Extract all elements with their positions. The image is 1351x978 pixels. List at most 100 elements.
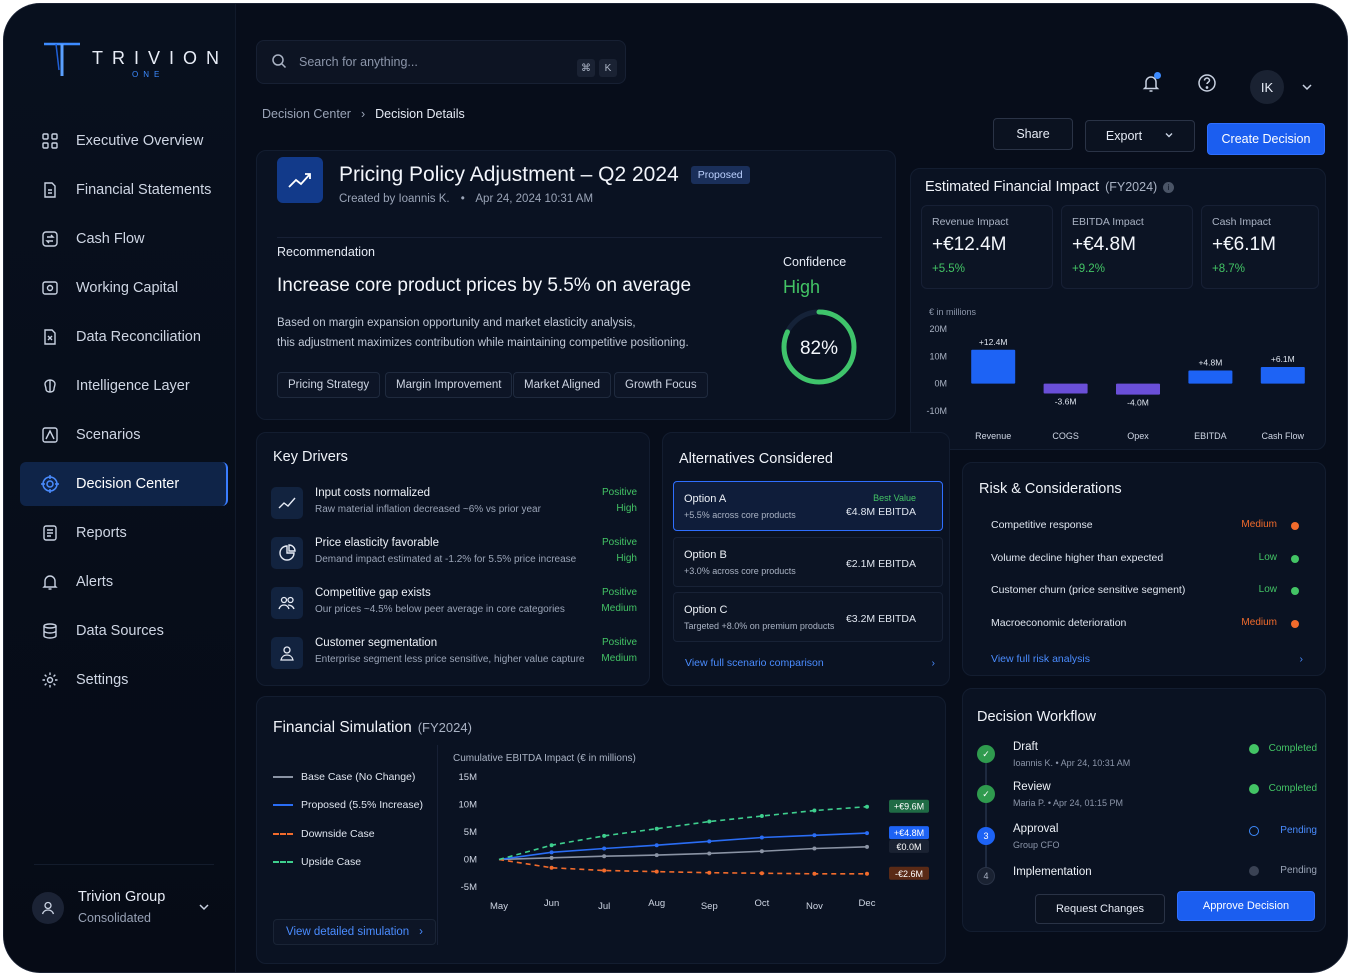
breadcrumb: Decision Center › Decision Details — [262, 107, 465, 121]
series-point — [602, 854, 607, 859]
kpi-change: +8.7% — [1212, 263, 1245, 275]
tag-market-aligned[interactable]: Market Aligned — [513, 372, 612, 398]
document-icon — [40, 180, 60, 200]
risk-label: Customer churn (price sensitive segment) — [991, 584, 1186, 596]
status-check-icon — [1249, 784, 1259, 794]
scenario-comparison-link[interactable]: View full scenario comparison › — [685, 657, 935, 669]
notifications-icon[interactable] — [1138, 70, 1164, 96]
driver-impact: Positive — [601, 537, 637, 548]
breadcrumb-parent[interactable]: Decision Center — [262, 107, 351, 121]
detailed-simulation-link[interactable]: View detailed simulation › — [273, 919, 437, 945]
y-tick-label: -5M — [461, 882, 477, 893]
alternative-option-b[interactable]: Option B +3.0% across core products €2.1… — [673, 537, 943, 587]
series-point — [865, 844, 869, 849]
sidebar-item-intelligence-layer[interactable]: Intelligence Layer — [20, 364, 228, 408]
tag-pricing-strategy[interactable]: Pricing Strategy — [277, 372, 381, 398]
y-tick-label: 15M — [459, 772, 478, 783]
sidebar-item-data-sources[interactable]: Data Sources — [20, 609, 228, 653]
org-sub: Consolidated — [78, 911, 151, 925]
y-tick-label: 20M — [929, 324, 947, 334]
series-point — [812, 833, 817, 838]
user-avatar[interactable]: IK — [1250, 70, 1284, 104]
approve-decision-button[interactable]: Approve Decision — [1177, 891, 1315, 921]
option-desc: Targeted +8.0% on premium products — [684, 621, 835, 631]
brain-icon — [40, 376, 60, 396]
step-number: 3 — [977, 827, 995, 845]
kpi-change: +5.5% — [932, 263, 965, 275]
tag-margin-improvement[interactable]: Margin Improvement — [385, 372, 513, 398]
risk-analysis-link[interactable]: View full risk analysis › — [991, 653, 1303, 665]
series-end-label: +€4.8M — [894, 828, 924, 838]
sidebar-item-data-reconciliation[interactable]: Data Reconciliation — [20, 315, 228, 359]
x-tick-label: May — [490, 901, 508, 912]
kpi-change: +9.2% — [1072, 263, 1105, 275]
series-point — [865, 831, 869, 836]
export-label: Export — [1105, 129, 1143, 143]
legend-swatch — [273, 833, 293, 835]
driver-desc: Raw material inflation decreased ~6% vs … — [315, 504, 541, 515]
kpi-label: Cash Impact — [1212, 216, 1271, 228]
export-button[interactable]: Export — [1085, 120, 1195, 152]
search-icon — [271, 53, 287, 74]
alternatives-title: Alternatives Considered — [679, 451, 833, 467]
workflow-step-implementation: 4 Implementation Pending — [977, 863, 1317, 903]
sidebar-item-scenarios[interactable]: Scenarios — [20, 413, 228, 457]
simulation-line-chart: 15M 10M 5M 0M -5M May Jun Jul Aug Sep Oct Nov Dec €0.… — [459, 772, 929, 912]
help-icon[interactable] — [1194, 70, 1220, 96]
search-input[interactable]: Search for anything... — [299, 55, 418, 69]
kpi-revenue: Revenue Impact +€12.4M +5.5% — [921, 205, 1053, 289]
risks-title: Risk & Considerations — [979, 481, 1122, 497]
series-point — [602, 846, 607, 851]
chevron-down-icon — [198, 900, 210, 918]
brand-logo[interactable]: TRIVION ONE — [42, 40, 219, 84]
series-point — [707, 870, 712, 875]
option-desc: +3.0% across core products — [684, 566, 796, 576]
sidebar: TRIVION ONE Executive Overview Financial… — [4, 4, 236, 972]
recommendation-label: Recommendation — [277, 245, 375, 259]
tag-growth-focus[interactable]: Growth Focus — [614, 372, 708, 398]
series-point — [865, 804, 869, 809]
sidebar-item-alerts[interactable]: Alerts — [20, 560, 228, 604]
series-point — [549, 843, 554, 848]
risk-row: Volume decline higher than expected Low — [987, 550, 1305, 570]
driver-level: High — [616, 553, 637, 564]
risk-dot — [1291, 620, 1299, 628]
option-value: €3.2M EBITDA — [845, 613, 916, 625]
org-switcher[interactable]: Trivion Group Consolidated — [32, 884, 222, 930]
alternative-option-c[interactable]: Option C Targeted +8.0% on premium produ… — [673, 592, 943, 642]
driver-desc: Enterprise segment less price sensitive,… — [315, 654, 585, 665]
sidebar-item-settings[interactable]: Settings — [20, 658, 228, 702]
x-tick-label: Aug — [648, 898, 665, 909]
driver-title: Input costs normalized — [315, 487, 431, 499]
sidebar-divider — [34, 864, 214, 865]
sidebar-item-decision-center[interactable]: Decision Center — [20, 462, 228, 506]
sidebar-item-executive-overview[interactable]: Executive Overview — [20, 119, 228, 163]
pie-icon — [271, 537, 303, 569]
user-icon — [271, 637, 303, 669]
chevron-right-icon: › — [931, 657, 936, 669]
sidebar-item-working-capital[interactable]: Working Capital — [20, 266, 228, 310]
bar-ebitda — [1188, 370, 1233, 384]
search-bar[interactable]: Search for anything... ⌘ K — [256, 40, 626, 84]
driver-item: Input costs normalized Raw material infl… — [271, 483, 637, 527]
sidebar-item-label: Data Reconciliation — [76, 329, 201, 345]
sidebar-item-cash-flow[interactable]: Cash Flow — [20, 217, 228, 261]
share-button[interactable]: Share — [993, 118, 1073, 150]
alternative-option-a[interactable]: Option A +5.5% across core products Best… — [673, 481, 943, 531]
sidebar-item-reports[interactable]: Reports — [20, 511, 228, 555]
simulation-chart-title: Cumulative EBITDA Impact (€ in millions) — [453, 753, 636, 764]
key-drivers-title: Key Drivers — [273, 449, 348, 465]
bar-cash-flow — [1260, 366, 1305, 384]
confidence-label: Confidence — [783, 255, 847, 269]
user-menu-chevron-icon[interactable] — [1294, 74, 1320, 100]
check-icon: ✓ — [977, 745, 995, 763]
create-decision-button[interactable]: Create Decision — [1207, 123, 1325, 155]
sidebar-item-financial-statements[interactable]: Financial Statements — [20, 168, 228, 212]
request-changes-button[interactable]: Request Changes — [1035, 894, 1165, 924]
option-name: Option C — [684, 604, 728, 616]
kpi-value: +€4.8M — [1072, 234, 1136, 255]
info-icon[interactable]: i — [1163, 181, 1175, 193]
end-label-bg — [889, 799, 929, 813]
x-tick-label: Revenue — [975, 431, 1011, 441]
legend-base: Base Case (No Change) — [273, 771, 415, 783]
